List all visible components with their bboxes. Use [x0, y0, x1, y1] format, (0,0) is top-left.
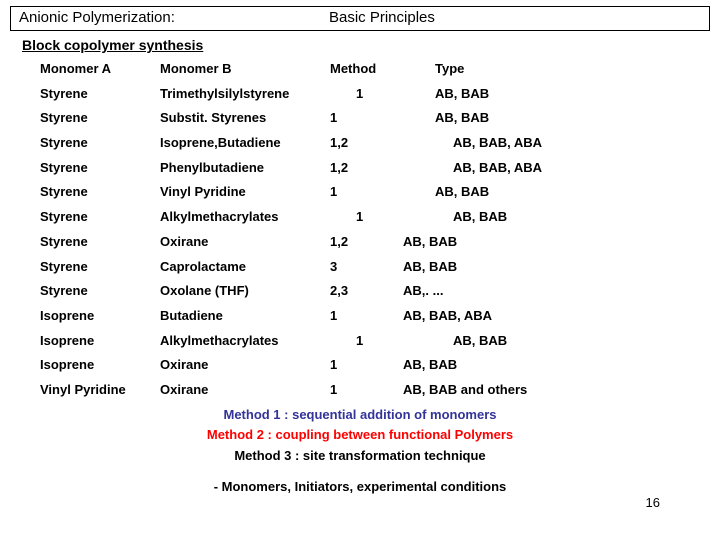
cell-method: 1: [330, 180, 435, 205]
cell-method: 1,2: [330, 156, 435, 181]
method-1: Method 1 : sequential addition of monome…: [0, 405, 720, 426]
table-row: StyreneAlkylmethacrylates1 AB, BAB: [40, 205, 720, 230]
cell-method: 1: [330, 329, 435, 354]
methods-block: Method 1 : sequential addition of monome…: [0, 405, 720, 467]
cell-monomer-a: Styrene: [40, 180, 160, 205]
table-row: StyreneOxirane1,2AB, BAB: [40, 230, 720, 255]
subtitle: Block copolymer synthesis: [22, 37, 720, 53]
cell-type: AB, BAB: [453, 329, 507, 354]
table-row: StyreneSubstit. Styrenes1AB, BAB: [40, 106, 720, 131]
cell-monomer-b: Oxirane: [160, 378, 330, 403]
cell-monomer-a: Styrene: [40, 82, 160, 107]
cell-monomer-a: Isoprene: [40, 304, 160, 329]
table-row: StyreneVinyl Pyridine1AB, BAB: [40, 180, 720, 205]
header-left: Anionic Polymerization:: [19, 9, 329, 26]
page-number: 16: [646, 495, 660, 510]
cell-type: AB, BAB: [403, 255, 457, 280]
cell-monomer-b: Caprolactame: [160, 255, 330, 280]
cell-type: AB, BAB: [453, 205, 507, 230]
method-3: Method 3 : site transformation technique: [0, 446, 720, 467]
table-row: StyreneIsoprene,Butadiene1,2 AB, BAB, ABA: [40, 131, 720, 156]
method-2: Method 2 : coupling between functional P…: [0, 425, 720, 446]
table-row: IsopreneAlkylmethacrylates1 AB, BAB: [40, 329, 720, 354]
table-row: IsopreneButadiene1AB, BAB, ABA: [40, 304, 720, 329]
cell-monomer-b: Butadiene: [160, 304, 330, 329]
table-row: StyreneTrimethylsilylstyrene1AB, BAB: [40, 82, 720, 107]
table-row: StyreneOxolane (THF)2,3AB,. ...: [40, 279, 720, 304]
cell-type: AB, BAB: [435, 180, 489, 205]
header-box: Anionic Polymerization: Basic Principles: [10, 6, 710, 31]
table-row: StyrenePhenylbutadiene1,2 AB, BAB, ABA: [40, 156, 720, 181]
col-header-method: Method: [330, 57, 435, 82]
cell-monomer-a: Styrene: [40, 230, 160, 255]
cell-method: 1: [330, 205, 435, 230]
cell-monomer-a: Styrene: [40, 279, 160, 304]
table-row: IsopreneOxirane1AB, BAB: [40, 353, 720, 378]
cell-monomer-a: Isoprene: [40, 353, 160, 378]
cell-method: 1: [330, 82, 435, 107]
cell-type: AB, BAB and others: [403, 378, 527, 403]
cell-type: AB, BAB, ABA: [453, 131, 542, 156]
cell-monomer-a: Styrene: [40, 156, 160, 181]
cell-method: 1,2: [330, 131, 435, 156]
col-header-a: Monomer A: [40, 57, 160, 82]
footer-note: - Monomers, Initiators, experimental con…: [0, 479, 720, 494]
cell-monomer-b: Alkylmethacrylates: [160, 205, 330, 230]
cell-monomer-b: Substit. Styrenes: [160, 106, 330, 131]
cell-monomer-a: Vinyl Pyridine: [40, 378, 160, 403]
cell-monomer-a: Styrene: [40, 106, 160, 131]
cell-type: AB, BAB: [403, 353, 457, 378]
cell-monomer-b: Trimethylsilylstyrene: [160, 82, 330, 107]
copolymer-table: Monomer A Monomer B Method Type StyreneT…: [40, 57, 720, 403]
cell-type: AB, BAB, ABA: [403, 304, 492, 329]
cell-type: AB, BAB: [435, 82, 489, 107]
table-row: StyreneCaprolactame3AB, BAB: [40, 255, 720, 280]
cell-monomer-b: Oxirane: [160, 230, 330, 255]
cell-monomer-b: Isoprene,Butadiene: [160, 131, 330, 156]
cell-monomer-b: Oxolane (THF): [160, 279, 330, 304]
cell-monomer-b: Alkylmethacrylates: [160, 329, 330, 354]
cell-monomer-b: Oxirane: [160, 353, 330, 378]
cell-monomer-a: Styrene: [40, 205, 160, 230]
header-right: Basic Principles: [329, 9, 435, 26]
cell-monomer-b: Phenylbutadiene: [160, 156, 330, 181]
table-header-row: Monomer A Monomer B Method Type: [40, 57, 720, 82]
cell-monomer-a: Isoprene: [40, 329, 160, 354]
table-row: Vinyl PyridineOxirane1AB, BAB and others: [40, 378, 720, 403]
cell-method: 1: [330, 106, 435, 131]
cell-type: AB, BAB, ABA: [453, 156, 542, 181]
cell-monomer-b: Vinyl Pyridine: [160, 180, 330, 205]
cell-monomer-a: Styrene: [40, 255, 160, 280]
cell-monomer-a: Styrene: [40, 131, 160, 156]
col-header-b: Monomer B: [160, 57, 330, 82]
cell-type: AB, BAB: [435, 106, 489, 131]
cell-type: AB, BAB: [403, 230, 457, 255]
col-header-type: Type: [435, 57, 464, 82]
cell-type: AB,. ...: [403, 279, 443, 304]
